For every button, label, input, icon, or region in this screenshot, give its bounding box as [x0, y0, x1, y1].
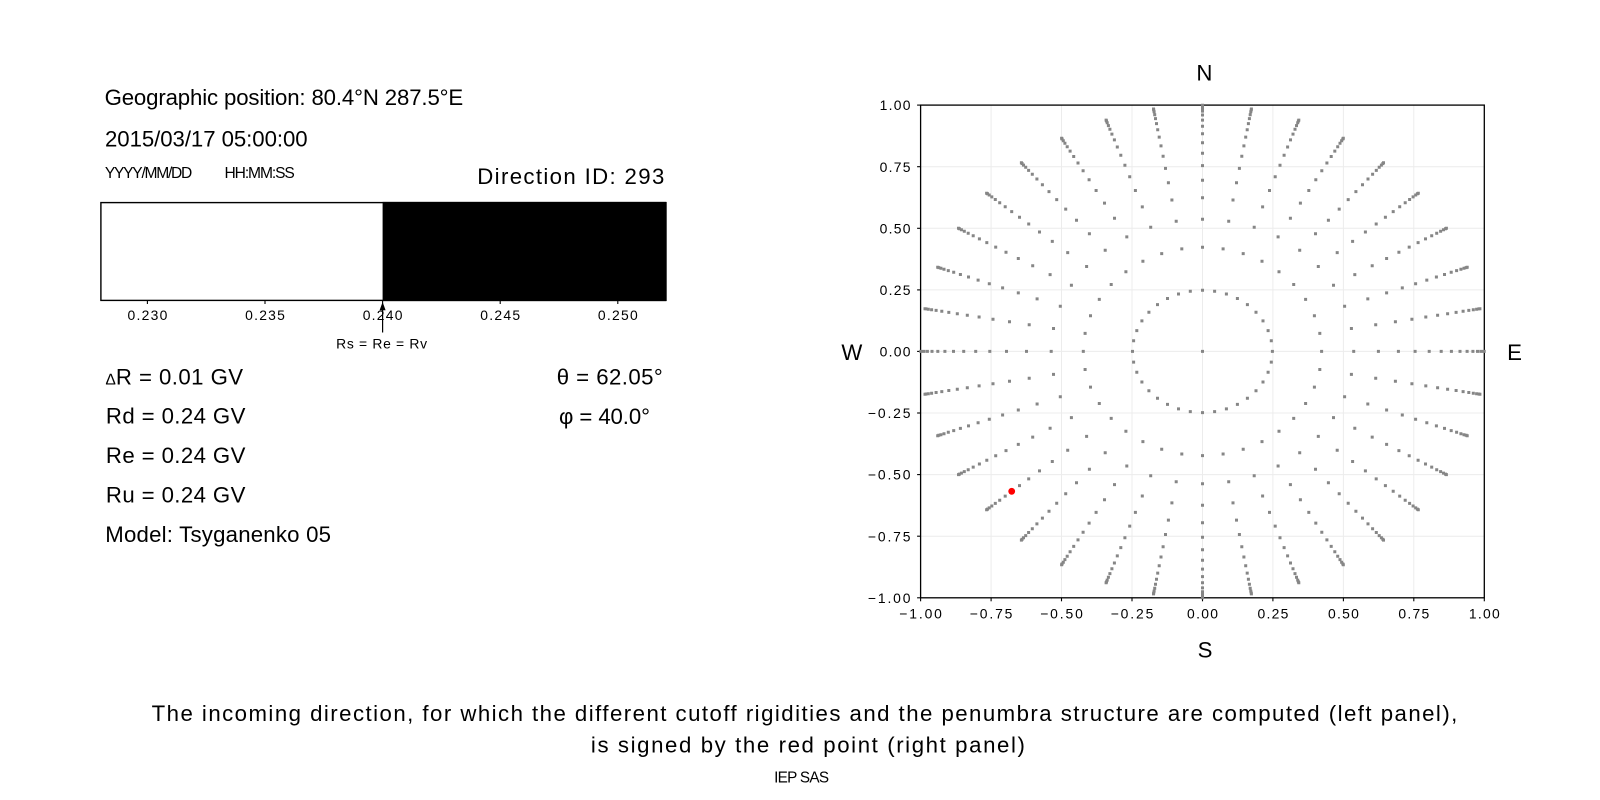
svg-text:S: S [1198, 638, 1213, 663]
svg-text:IEP SAS: IEP SAS [774, 769, 829, 786]
svg-text:Direction ID: 293: Direction ID: 293 [477, 164, 664, 189]
svg-text:0.235: 0.235 [245, 307, 285, 323]
svg-text:0.75: 0.75 [1398, 605, 1429, 621]
svg-text:0.75: 0.75 [880, 159, 911, 175]
svg-text:−1.00: −1.00 [868, 590, 911, 606]
svg-text:2015/03/17 05:00:00: 2015/03/17 05:00:00 [105, 127, 308, 152]
svg-text:∆R = 0.01 GV: ∆R = 0.01 GV [106, 364, 243, 389]
svg-text:−1.00: −1.00 [899, 605, 942, 621]
svg-text:−0.25: −0.25 [1111, 605, 1154, 621]
svg-text:E: E [1507, 340, 1522, 365]
svg-text:0.00: 0.00 [880, 344, 911, 360]
svg-text:W: W [841, 340, 862, 365]
svg-text:1.00: 1.00 [1469, 605, 1500, 621]
svg-text:−0.50: −0.50 [1040, 605, 1083, 621]
svg-text:0.25: 0.25 [880, 282, 911, 298]
svg-text:N: N [1196, 60, 1212, 85]
svg-text:Geographic position: 80.4°N 28: Geographic position: 80.4°N 287.5°E [105, 85, 464, 110]
svg-text:−0.75: −0.75 [868, 528, 911, 544]
svg-text:is signed by the red point (ri: is signed by the red point (right panel) [591, 733, 1025, 758]
svg-text:φ = 40.0°: φ = 40.0° [559, 404, 650, 429]
svg-text:YYYY/MM/DD: YYYY/MM/DD [105, 165, 192, 182]
svg-text:0.250: 0.250 [598, 307, 638, 323]
svg-text:−0.25: −0.25 [868, 405, 911, 421]
svg-text:0.00: 0.00 [1187, 605, 1218, 621]
svg-text:Ru = 0.24 GV: Ru = 0.24 GV [106, 483, 246, 508]
svg-text:0.50: 0.50 [880, 220, 911, 236]
svg-text:0.230: 0.230 [128, 307, 168, 323]
svg-text:The incoming direction, for wh: The incoming direction, for which the di… [152, 701, 1458, 726]
svg-text:0.245: 0.245 [480, 307, 520, 323]
svg-text:HH:MM:SS: HH:MM:SS [225, 165, 295, 182]
svg-text:Re = 0.24 GV: Re = 0.24 GV [106, 443, 246, 468]
svg-text:θ = 62.05°: θ = 62.05° [557, 364, 663, 389]
svg-text:Rs = Re = Rv: Rs = Re = Rv [336, 335, 427, 351]
svg-text:0.25: 0.25 [1257, 605, 1288, 621]
svg-text:Rd = 0.24 GV: Rd = 0.24 GV [106, 404, 246, 429]
svg-text:−0.50: −0.50 [868, 467, 911, 483]
svg-text:1.00: 1.00 [880, 97, 911, 113]
svg-text:Model: Tsyganenko 05: Model: Tsyganenko 05 [105, 522, 331, 547]
svg-text:−0.75: −0.75 [970, 605, 1013, 621]
svg-text:0.50: 0.50 [1328, 605, 1359, 621]
